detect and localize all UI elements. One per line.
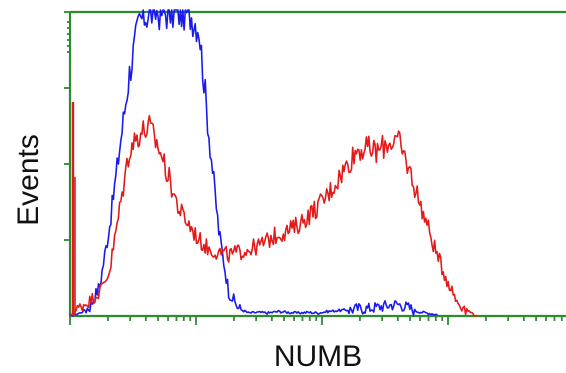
axis-ticks [64, 11, 563, 325]
series-layer [69, 9, 478, 317]
x-axis-label: NUMB [274, 340, 362, 373]
histogram-series-1 [69, 9, 438, 317]
y-axis-label: Events [12, 134, 45, 226]
plot-frame [68, 10, 566, 318]
histogram-series-2 [69, 114, 478, 317]
